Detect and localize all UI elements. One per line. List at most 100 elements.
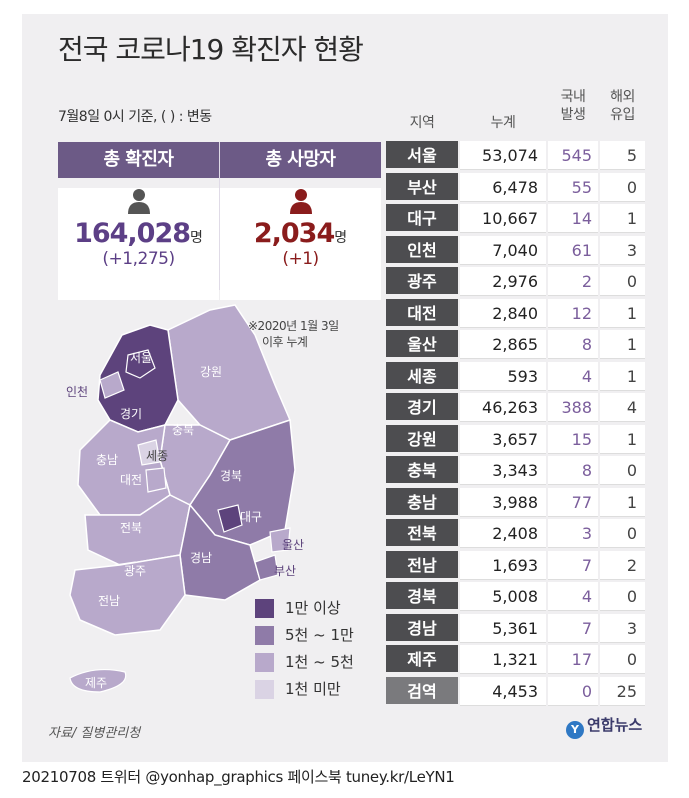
map-label-ulsan: 울산 [282,538,304,552]
row-domestic: 0 [548,676,598,706]
legend-swatch [255,626,274,645]
kpi-confirmed-body: 164,028명 (+1,275) [58,188,219,300]
table-row: 부산 6,478 55 0 [386,172,646,202]
map-label-gyeongnam: 경남 [190,551,212,565]
legend-swatch [255,680,274,699]
map-label-incheon: 인천 [66,384,88,399]
region-gyeonggi [97,324,179,433]
legend-item: 1만 이상 [255,597,415,618]
row-region: 전남 [386,550,458,580]
map-label-chungbuk: 충북 [172,423,194,437]
map-label-daegu: 대구 [240,510,262,524]
table-row: 대구 10,667 14 1 [386,204,646,233]
row-total: 1,693 [460,550,546,580]
row-total: 2,976 [460,267,546,296]
row-domestic: 4 [548,582,598,611]
map-label-daejeon: 대전 [120,473,142,487]
korea-map: 서울 인천 경기 강원 충북 충남 세종 대전 경북 대구 전북 경남 울산 부… [66,304,304,693]
legend-label: 1천 미만 [285,680,341,698]
row-imported: 0 [600,172,645,202]
row-region: 전북 [386,519,458,548]
table-row: 충북 3,343 8 0 [386,456,646,485]
table-row: 전남 1,693 7 2 [386,550,646,580]
table-row: 광주 2,976 2 0 [386,267,646,296]
table-row: 세종 593 4 1 [386,361,646,391]
row-imported: 0 [600,519,645,548]
header-domestic-line1: 국내 [560,89,586,105]
row-total: 593 [460,361,546,391]
legend-item: 1천 ~ 5천 [255,651,415,672]
row-domestic: 15 [548,424,598,454]
row-domestic: 7 [548,550,598,580]
row-total: 2,840 [460,298,546,328]
map-label-jeonnam: 전남 [98,594,120,608]
table-row: 서울 53,074 545 5 [386,141,646,170]
row-imported: 4 [600,393,645,422]
row-domestic: 14 [548,204,598,233]
table-row: 울산 2,865 8 1 [386,330,646,359]
row-total: 4,453 [460,676,546,706]
header-domestic-line2: 발생 [560,107,586,123]
map-label-gangwon: 강원 [200,365,222,379]
row-region: 인천 [386,235,458,265]
header-imported-line2: 유입 [610,107,635,123]
row-domestic: 8 [548,330,598,359]
region-ulsan [269,527,291,553]
legend-item: 1천 미만 [255,678,415,699]
row-region: 서울 [386,141,458,170]
region-jeju [69,668,127,693]
row-imported: 1 [600,424,645,454]
row-total: 10,667 [460,204,546,233]
map-label-jeju: 제주 [85,676,107,690]
row-imported: 3 [600,613,645,643]
region-sejong [137,439,161,466]
legend-swatch [255,653,274,672]
row-imported: 1 [600,330,645,359]
row-domestic: 77 [548,487,598,517]
kpi-deaths-value: 2,034 [253,218,335,249]
table-row: 충남 3,988 77 1 [386,487,646,517]
region-jeonnam [69,554,186,636]
row-total: 3,988 [460,487,546,517]
table-row: 인천 7,040 61 3 [386,235,646,265]
row-total: 1,321 [460,645,546,674]
row-region: 대전 [386,298,458,328]
header-imported-line1: 해외 [610,89,635,105]
kpi-deaths-delta: (+1) [282,249,319,269]
row-domestic: 3 [548,519,598,548]
kpi-deaths-body: 2,034명 (+1) [220,188,381,300]
row-imported: 0 [600,645,645,674]
source-note: 자료/ 질병관리청 [48,726,141,741]
row-total: 3,343 [460,456,546,485]
row-region: 경기 [386,393,458,422]
legend-swatch [255,599,274,618]
kpi-deaths-label: 총 사망자 [220,142,381,178]
row-domestic: 12 [548,298,598,328]
row-region: 부산 [386,172,458,202]
row-imported: 5 [600,141,645,170]
table-row: 제주 1,321 17 0 [386,645,646,674]
row-total: 7,040 [460,235,546,265]
row-domestic: 61 [548,235,598,265]
map-label-busan: 부산 [274,564,296,578]
legend-item: 5천 ~ 1만 [255,624,415,645]
row-imported: 1 [600,487,645,517]
map-regions [69,304,296,693]
yonhap-logo-icon: Y [566,721,584,739]
table-row: 검역 4,453 0 25 [386,676,646,706]
kpi-confirmed: 총 확진자 164,028명 (+1,275) [58,142,219,300]
kpi-confirmed-value: 164,028 [74,218,191,249]
row-imported: 1 [600,204,645,233]
table-row: 경북 5,008 4 0 [386,582,646,611]
row-domestic: 545 [548,141,598,170]
row-region: 경북 [386,582,458,611]
map-label-seoul: 서울 [130,351,152,365]
row-domestic: 388 [548,393,598,422]
row-domestic: 7 [548,613,598,643]
row-total: 6,478 [460,172,546,202]
row-imported: 3 [600,235,645,265]
kpi-deaths-unit: 명 [334,230,348,246]
row-region: 제주 [386,645,458,674]
row-domestic: 8 [548,456,598,485]
row-total: 5,008 [460,582,546,611]
